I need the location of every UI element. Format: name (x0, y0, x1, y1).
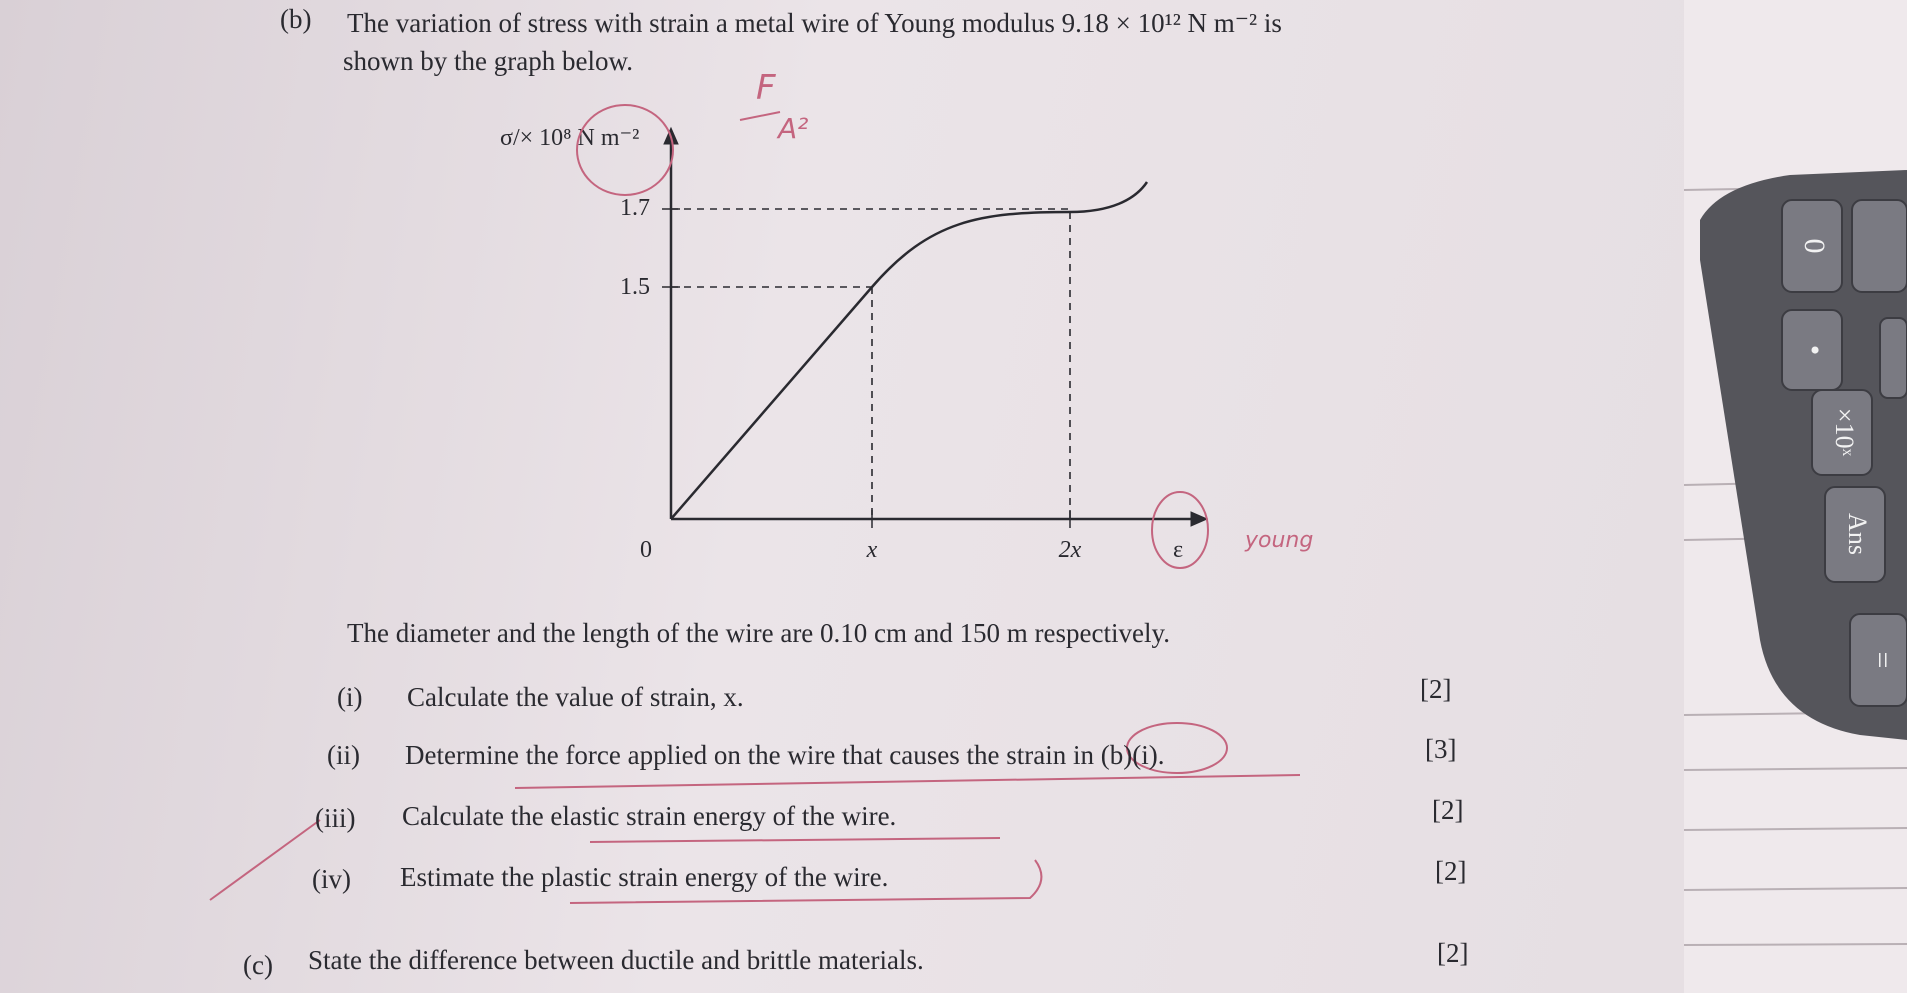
part-marks: [2] (1435, 856, 1467, 886)
x-axis-label: ε (1173, 537, 1183, 563)
y-tick-label: 1.5 (620, 274, 650, 300)
y-axis-label: σ/× 10⁸ N m⁻² (500, 125, 639, 151)
part-text: Calculate the value of strain, x. (407, 682, 744, 712)
handwriting: young (1245, 528, 1314, 553)
part-text: Estimate the plastic strain energy of th… (400, 862, 889, 892)
given-text: The diameter and the length of the wire … (347, 618, 1170, 648)
x-tick-label: 2x (1059, 537, 1082, 563)
origin-label: 0 (640, 537, 652, 563)
key-label: • (1798, 345, 1831, 356)
key-label: ×10ˣ (1830, 408, 1859, 457)
y-tick-label: 1.7 (620, 195, 650, 221)
part-label: (i) (337, 682, 363, 712)
question-label: (b) (280, 4, 312, 34)
stress-strain-curve (670, 181, 1149, 520)
pen-marks (209, 104, 1301, 904)
part-label: (ii) (327, 740, 360, 770)
x-tick-label: x (866, 537, 878, 563)
part-text: Determine the force applied on the wire … (405, 740, 1165, 770)
part-text: Calculate the elastic strain energy of t… (402, 801, 897, 831)
part-label: (iv) (312, 864, 351, 894)
question-text: State the difference between ductile and… (308, 945, 924, 975)
graph (662, 126, 1209, 528)
x-arrow (1190, 511, 1209, 527)
key-label: = (1866, 652, 1899, 669)
guide-lines (671, 208, 1071, 519)
part-marks: [2] (1420, 674, 1452, 704)
question-label: (c) (243, 950, 273, 980)
handwriting: F (756, 68, 776, 108)
handwriting: A² (778, 112, 809, 145)
question-marks: [2] (1437, 938, 1469, 968)
calculator-buttons (1781, 199, 1907, 707)
part-marks: [3] (1425, 734, 1457, 764)
key-label: 0 (1798, 239, 1831, 254)
part-label: (iii) (315, 803, 356, 833)
question-text: The variation of stress with strain a me… (347, 8, 1282, 38)
part-marks: [2] (1432, 795, 1464, 825)
calculator (1700, 170, 1907, 740)
key-label: Ans (1843, 513, 1872, 555)
question-text: shown by the graph below. (343, 46, 633, 76)
graph-labels: σ/× 10⁸ N m⁻² 1.7 1.5 0 x 2x ε (500, 125, 1183, 563)
calculator-key-labels: 0 • ×10ˣ Ans = (1798, 239, 1899, 669)
